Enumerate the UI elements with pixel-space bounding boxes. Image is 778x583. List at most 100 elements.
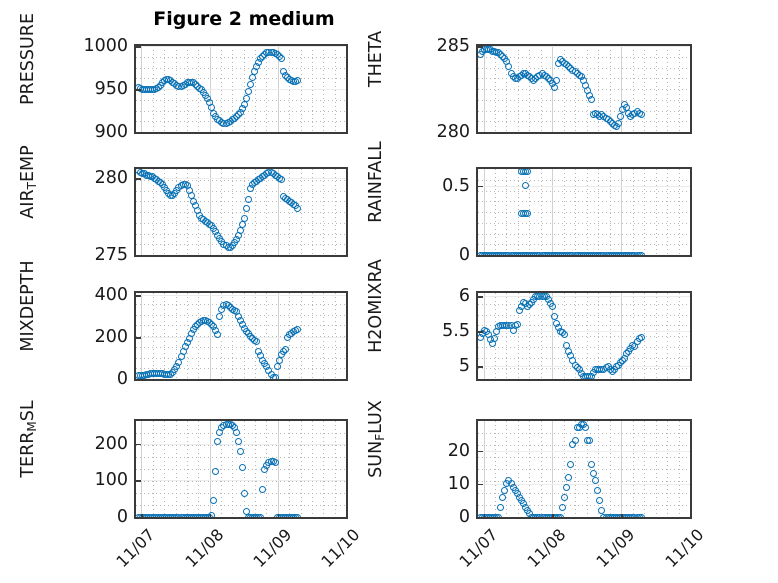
y-tick-label: 275 (94, 245, 128, 265)
data-point (592, 477, 600, 485)
plot-area (476, 419, 692, 519)
plot-area (134, 44, 348, 134)
y-tick-label: 10 (447, 473, 470, 494)
y-axis-label: SUNFLUX (366, 400, 387, 478)
data-point (271, 374, 279, 379)
y-tick-mark (478, 185, 483, 188)
y-tick-label: 400 (94, 285, 128, 306)
data-point (216, 312, 224, 320)
data-point (594, 487, 602, 495)
data-point (208, 511, 216, 517)
x-tick-mark (277, 514, 280, 519)
data-point (524, 169, 532, 176)
data-point (588, 95, 596, 103)
data-series (136, 46, 346, 132)
data-point (637, 513, 645, 517)
y-tick-mark (136, 46, 141, 48)
y-tick-label: 0.5 (442, 175, 470, 196)
x-tick-mark (483, 514, 486, 519)
data-point (238, 464, 246, 472)
y-tick-mark (478, 255, 483, 257)
y-tick-mark (136, 443, 141, 446)
y-tick-label: 280 (94, 168, 128, 189)
y-tick-mark (478, 296, 483, 299)
data-point (294, 205, 302, 213)
data-point (236, 447, 244, 455)
y-tick-mark (136, 89, 141, 91)
data-point (565, 473, 573, 481)
plot-area (476, 44, 692, 134)
plot-area (134, 291, 348, 381)
data-point (210, 497, 218, 504)
data-point (294, 513, 302, 517)
y-tick-mark (136, 517, 141, 519)
y-tick-mark (136, 132, 141, 134)
y-tick-label: 0 (116, 369, 128, 389)
data-point (277, 54, 285, 62)
x-tick-mark (141, 514, 144, 519)
data-point (596, 496, 604, 504)
data-point (277, 176, 285, 184)
data-point (588, 460, 596, 468)
data-point (240, 214, 248, 222)
y-tick-label: 200 (94, 327, 128, 348)
data-point (521, 182, 529, 190)
data-point (242, 205, 250, 213)
y-tick-mark (478, 366, 483, 368)
y-tick-mark (478, 132, 483, 134)
data-point (247, 81, 255, 89)
data-point (561, 493, 569, 501)
data-point (245, 88, 252, 96)
data-point (559, 503, 567, 511)
data-point (499, 493, 507, 501)
data-point (245, 196, 252, 204)
y-tick-label: 900 (94, 122, 128, 142)
x-tick-label: 11/09 (592, 525, 639, 572)
y-tick-mark (136, 255, 141, 257)
data-series (136, 169, 346, 255)
y-tick-mark (136, 295, 141, 297)
y-tick-label: 100 (94, 470, 128, 491)
y-tick-mark (478, 450, 483, 453)
x-tick-label: 11/07 (454, 525, 501, 572)
x-tick-mark (346, 514, 348, 519)
data-point (614, 119, 622, 127)
data-point (212, 467, 220, 475)
data-point (567, 460, 575, 468)
y-tick-mark (136, 480, 141, 482)
figure-title: Figure 2 medium (153, 8, 335, 30)
y-tick-mark (478, 331, 483, 334)
data-series (136, 293, 346, 379)
y-tick-mark (478, 46, 483, 48)
data-point (214, 331, 222, 339)
y-tick-label: 285 (436, 36, 470, 56)
plot-area (134, 419, 348, 519)
y-tick-label: 0 (116, 507, 128, 527)
y-tick-label: 6 (458, 286, 470, 307)
data-point (581, 424, 589, 432)
data-series (478, 169, 690, 255)
data-point (590, 470, 598, 478)
plot-area (134, 167, 348, 257)
y-tick-label: 1000 (83, 36, 128, 56)
data-point (257, 513, 265, 517)
y-tick-label: 950 (94, 79, 128, 99)
data-point (491, 334, 499, 342)
data-point (637, 111, 645, 119)
y-tick-mark (136, 178, 141, 180)
plot-area (476, 291, 692, 381)
y-tick-mark (136, 379, 141, 381)
data-point (271, 458, 279, 466)
data-point (571, 437, 579, 445)
data-point (253, 337, 261, 345)
data-point (557, 513, 565, 517)
y-tick-mark (478, 517, 483, 519)
data-point (616, 113, 624, 121)
data-point (294, 76, 302, 84)
y-tick-label: 20 (447, 440, 470, 461)
y-tick-label: 0 (458, 507, 470, 527)
